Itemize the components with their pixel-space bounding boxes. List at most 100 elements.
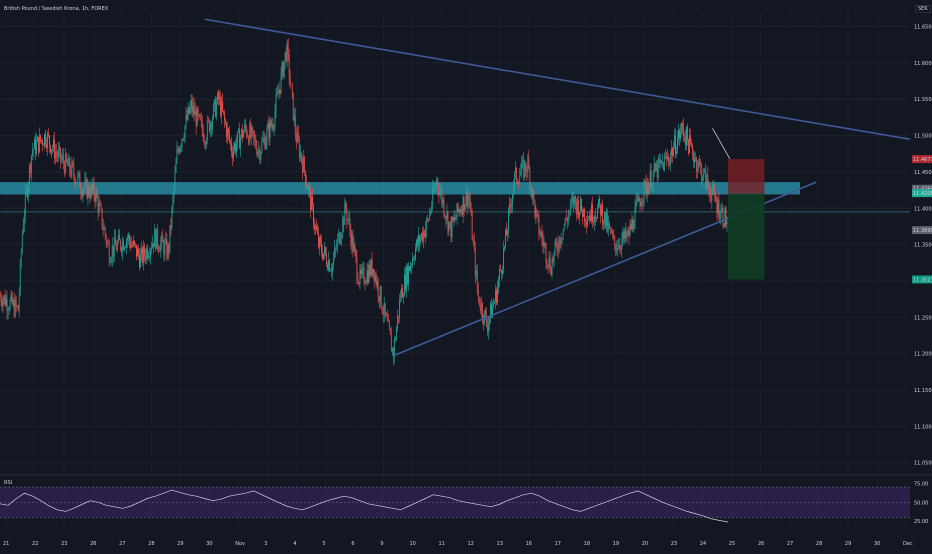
candle-body xyxy=(277,93,278,96)
candle-body xyxy=(673,148,674,157)
candle-body xyxy=(127,238,128,240)
candle-body xyxy=(704,169,705,170)
candle-body xyxy=(415,249,416,260)
y-tick-label: 11.20000 xyxy=(914,352,932,358)
candle-body xyxy=(616,248,617,251)
candle-body xyxy=(550,257,551,271)
candle-body xyxy=(339,233,340,244)
candle-body xyxy=(16,299,17,306)
candle-body xyxy=(380,286,381,301)
candle-body xyxy=(430,211,431,213)
candle-body xyxy=(494,301,495,303)
candle-body xyxy=(384,303,385,314)
candle-body xyxy=(336,248,337,249)
y-tick-label: 11.55000 xyxy=(914,97,932,103)
candle-body xyxy=(164,242,165,255)
candle-body xyxy=(67,162,68,166)
candle-body xyxy=(702,178,703,181)
candle-body xyxy=(664,157,665,170)
candle-body xyxy=(570,202,571,211)
candle-body xyxy=(307,186,308,190)
candle-body xyxy=(183,139,184,140)
candle-body xyxy=(582,211,583,217)
candle-body xyxy=(342,218,343,234)
candle-body xyxy=(460,210,461,213)
candle-body xyxy=(21,252,22,261)
candle-body xyxy=(435,185,436,186)
candle-body xyxy=(261,141,262,152)
candle-body xyxy=(543,239,544,246)
candle-body xyxy=(413,259,414,260)
candle-body xyxy=(626,234,627,238)
candle-body xyxy=(671,148,672,155)
candle-body xyxy=(210,123,211,132)
candle-body xyxy=(403,296,404,297)
candle-body xyxy=(63,156,64,164)
candle-body xyxy=(227,129,228,138)
candle-body xyxy=(497,287,498,302)
candle-body xyxy=(154,229,155,247)
candle-body xyxy=(631,225,632,230)
candle-body xyxy=(553,259,554,261)
y-tick-label: 11.35000 xyxy=(914,243,932,249)
candle-body xyxy=(326,254,327,265)
candle-body xyxy=(244,124,245,132)
candle-body xyxy=(226,124,227,137)
candle-body xyxy=(258,149,259,151)
candle-body xyxy=(621,240,622,250)
candle-body xyxy=(257,151,258,155)
candle-body xyxy=(311,196,312,210)
candle-body xyxy=(549,257,550,266)
candle-body xyxy=(715,199,716,202)
candle-body xyxy=(207,120,208,140)
candle-body xyxy=(107,242,108,243)
candle-body xyxy=(373,269,374,275)
candle-body xyxy=(488,323,489,331)
x-tick-label: 29 xyxy=(845,541,851,547)
candle-body xyxy=(473,240,474,241)
candle-body xyxy=(721,210,722,218)
x-tick-label: 18 xyxy=(584,541,590,547)
candle-body xyxy=(298,132,299,140)
candle-body xyxy=(643,199,644,203)
candle-body xyxy=(521,162,522,172)
candle-body xyxy=(713,185,714,190)
candle-body xyxy=(74,175,75,184)
candle-body xyxy=(114,237,115,256)
candle-body xyxy=(250,125,251,137)
candle-body xyxy=(162,235,163,242)
candle-body xyxy=(327,265,328,270)
candle-body xyxy=(593,222,594,223)
candle-body xyxy=(495,290,496,301)
candle-body xyxy=(163,242,164,255)
candle-body xyxy=(573,197,574,205)
candle-body xyxy=(703,170,704,178)
candle-body xyxy=(33,149,34,150)
candle-body xyxy=(102,209,103,227)
candle-body xyxy=(192,100,193,112)
candle-body xyxy=(91,185,92,198)
candle-body xyxy=(556,241,557,244)
candle-body xyxy=(211,123,212,129)
candle-body xyxy=(168,245,169,252)
x-tick-label: 11 xyxy=(438,541,444,547)
candle-body xyxy=(37,137,38,142)
candle-body xyxy=(567,220,568,222)
candle-body xyxy=(381,286,382,307)
candle-body xyxy=(368,271,369,283)
candle-body xyxy=(77,175,78,182)
candle-body xyxy=(141,248,142,254)
candle-body xyxy=(607,214,608,231)
x-tick-label: 22 xyxy=(32,541,38,547)
candle-body xyxy=(693,155,694,163)
candle-body xyxy=(458,204,459,212)
candle-body xyxy=(591,204,592,221)
candle-body xyxy=(254,137,255,138)
candle-body xyxy=(637,201,638,202)
candle-body xyxy=(709,188,710,196)
candle-body xyxy=(166,239,167,257)
candle-body xyxy=(376,275,377,285)
candle-body xyxy=(152,243,153,248)
